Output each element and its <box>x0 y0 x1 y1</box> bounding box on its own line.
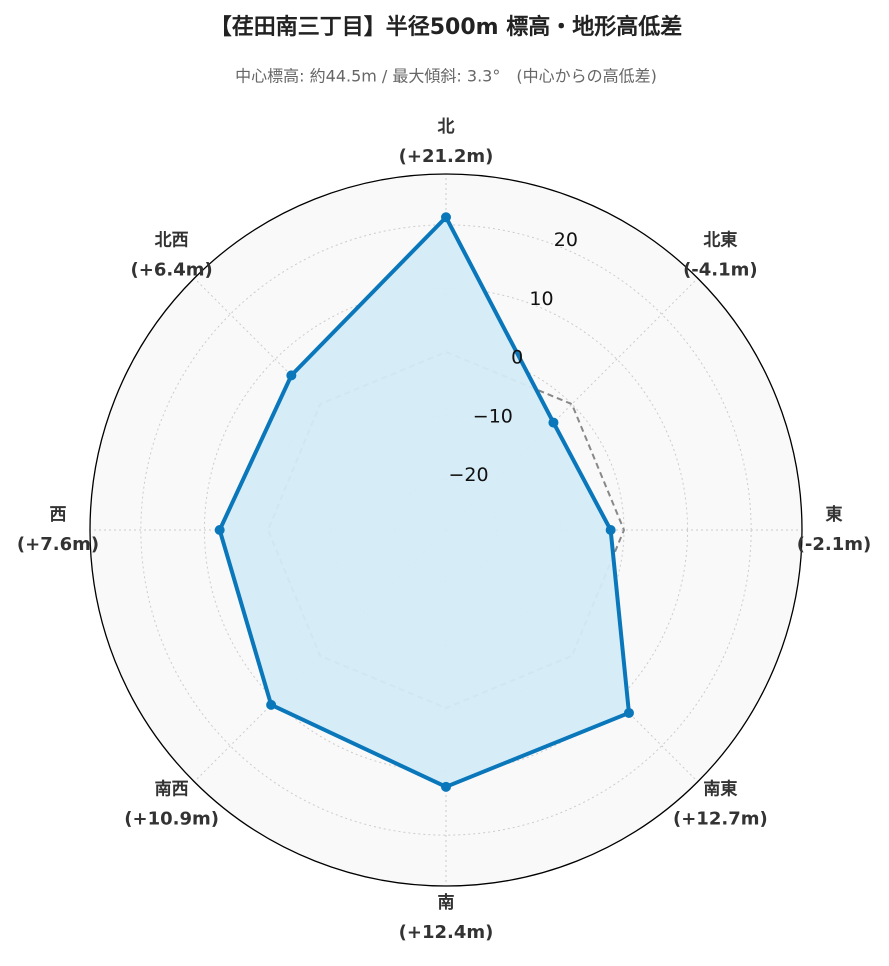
data-point <box>286 370 297 381</box>
data-point <box>214 525 225 535</box>
value-label: (+10.9m) <box>124 808 219 829</box>
value-label: (+6.4m) <box>131 260 213 281</box>
spoke <box>445 529 699 783</box>
data-point <box>548 417 559 428</box>
data-point <box>623 707 634 718</box>
category-label: 北西 <box>155 231 189 251</box>
category-label: 南西 <box>155 778 189 799</box>
value-label: (+7.6m) <box>17 534 99 555</box>
spoke <box>193 529 447 783</box>
category-label: 北東 <box>703 230 737 251</box>
value-label: (+21.2m) <box>399 146 494 167</box>
r-tick-label: 10 <box>529 288 553 310</box>
data-point <box>605 525 616 535</box>
data-point <box>441 781 451 792</box>
r-tick-label: 20 <box>554 229 578 251</box>
category-label: 東 <box>826 504 843 525</box>
data-point <box>266 699 277 710</box>
chart-title: 【荏田南三丁目】半径500m 標高・地形高低差 <box>210 14 683 40</box>
spoke <box>193 277 447 531</box>
r-tick-label: 0 <box>511 347 523 369</box>
chart-subtitle: 中心標高: 約44.5m / 最大傾斜: 3.3° (中心からの高低差) <box>235 67 657 86</box>
value-label: (-2.1m) <box>797 534 872 555</box>
data-point <box>441 212 451 223</box>
value-label: (+12.7m) <box>673 808 768 829</box>
category-label: 西 <box>50 505 67 525</box>
category-label: 北 <box>438 117 455 137</box>
category-label: 南 <box>438 892 455 913</box>
value-label: (+12.4m) <box>399 922 494 943</box>
value-label: (-4.1m) <box>683 260 758 281</box>
plot-border <box>89 173 803 887</box>
category-label: 南東 <box>703 778 737 799</box>
r-tick-label: −20 <box>448 464 488 486</box>
r-tick-label: −10 <box>473 405 513 427</box>
spoke <box>445 277 699 531</box>
